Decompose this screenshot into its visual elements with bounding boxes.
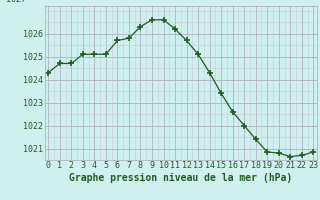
Text: 1027: 1027 bbox=[6, 0, 26, 4]
X-axis label: Graphe pression niveau de la mer (hPa): Graphe pression niveau de la mer (hPa) bbox=[69, 173, 292, 183]
